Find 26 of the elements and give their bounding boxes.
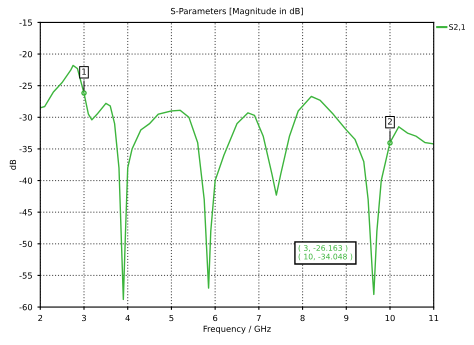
annotation: 1: [82, 68, 86, 75]
x-tick-label: 2: [38, 314, 42, 322]
y-tick-label: -15: [19, 20, 32, 26]
x-tick-label: 6: [213, 314, 218, 322]
y-tick-label: -30: [19, 114, 32, 121]
y-tick-label: -50: [19, 240, 32, 248]
y-tick-label: -40: [19, 178, 32, 184]
x-tick-label: 7: [256, 314, 261, 322]
line-series: [40, 64, 434, 300]
y-tick-label: -55: [19, 272, 32, 279]
x-axis-title: Frequency / GHz: [204, 326, 271, 334]
y-axis-title: dB: [10, 160, 16, 170]
y-tick-label: -20: [19, 51, 32, 58]
x-tick-label: 10: [386, 314, 395, 322]
chart-title: S-Parameters [Magnitude in dB]: [170, 8, 303, 16]
y-tick-label: -45: [19, 209, 32, 216]
x-tick-label: 9: [344, 314, 348, 322]
x-tick-label: 3: [82, 314, 86, 322]
y-tick-label: -35: [19, 146, 32, 152]
x-tick-label: 5: [169, 314, 174, 322]
annotation: 2: [388, 118, 392, 125]
y-tick-label: -60: [19, 304, 32, 310]
x-tick-label: 8: [300, 314, 305, 322]
y-tick-label: -25: [19, 82, 32, 89]
x-tick-label: 4: [125, 314, 130, 322]
x-tick-label: 11: [429, 314, 438, 322]
